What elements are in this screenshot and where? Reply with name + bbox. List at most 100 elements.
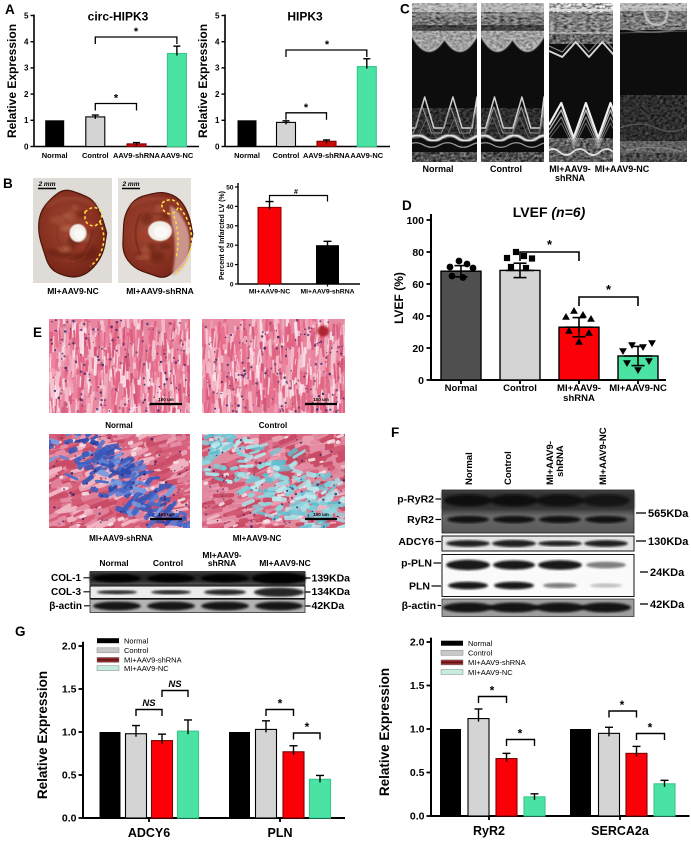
svg-text:20: 20 [226, 243, 234, 250]
svg-text:MI+AAV9-shRNA: MI+AAV9-shRNA [300, 289, 354, 296]
svg-text:p-RyR2: p-RyR2 [397, 494, 434, 506]
svg-text:Control: Control [153, 558, 183, 568]
svg-text:LVEF (%): LVEF (%) [392, 272, 406, 324]
svg-text:ADCY6: ADCY6 [398, 536, 434, 548]
svg-text:*: * [114, 93, 119, 105]
svg-text:*: * [518, 727, 523, 741]
svg-text:COL-3: COL-3 [51, 587, 81, 598]
svg-text:PLN: PLN [409, 581, 430, 593]
svg-text:134KDa: 134KDa [312, 586, 351, 598]
svg-text:p-PLN: p-PLN [401, 558, 432, 570]
svg-text:0: 0 [230, 282, 234, 289]
svg-text:AAV9-NC: AAV9-NC [161, 151, 194, 160]
svg-text:*: * [547, 237, 553, 252]
svg-text:Control: Control [490, 164, 522, 174]
svg-text:HIPK3: HIPK3 [287, 10, 323, 24]
svg-text:MI+AAV9-NC: MI+AAV9-NC [249, 289, 290, 296]
svg-text:Relative Expression: Relative Expression [5, 24, 19, 138]
svg-text:0: 0 [24, 142, 29, 151]
svg-text:4: 4 [215, 38, 220, 47]
svg-text:1.0: 1.0 [410, 724, 425, 736]
svg-text:Control: Control [468, 649, 493, 658]
svg-text:Normal: Normal [464, 452, 475, 485]
svg-text:MI+AAV9-shRNA: MI+AAV9-shRNA [126, 286, 194, 296]
svg-text:MI+AAV9-: MI+AAV9- [557, 383, 601, 394]
svg-text:SERCA2a: SERCA2a [591, 824, 650, 838]
svg-text:5: 5 [215, 11, 220, 20]
svg-text:*: * [304, 102, 309, 114]
svg-text:*: * [648, 721, 653, 735]
svg-text:AAV9-NC: AAV9-NC [350, 151, 383, 160]
svg-text:PLN: PLN [268, 826, 293, 840]
svg-text:NS: NS [142, 698, 156, 709]
svg-text:139KDa: 139KDa [312, 573, 351, 585]
svg-text:20: 20 [412, 343, 424, 355]
svg-text:Normal: Normal [445, 383, 478, 394]
svg-text:1: 1 [24, 116, 29, 125]
svg-text:24KDa: 24KDa [650, 567, 685, 579]
svg-text:40: 40 [412, 311, 424, 323]
svg-text:*: * [134, 26, 139, 38]
svg-text:E: E [33, 325, 42, 340]
svg-text:Relative Expression: Relative Expression [196, 24, 210, 138]
svg-text:MI+AAV9-shRNA: MI+AAV9-shRNA [89, 534, 153, 543]
svg-text:1.5: 1.5 [62, 684, 77, 696]
svg-text:Control: Control [503, 451, 514, 485]
svg-text:MI+AAV9-: MI+AAV9- [202, 550, 241, 560]
svg-text:Normal: Normal [234, 151, 260, 160]
svg-text:*: * [490, 684, 495, 698]
svg-text:3: 3 [215, 64, 220, 73]
svg-text:F: F [391, 425, 399, 440]
svg-text:MI+AAV9-NC: MI+AAV9-NC [598, 427, 609, 485]
svg-text:2: 2 [215, 90, 220, 99]
svg-text:Normal: Normal [42, 151, 68, 160]
svg-text:Normal: Normal [468, 639, 493, 648]
svg-text:0.0: 0.0 [62, 813, 77, 825]
svg-text:1: 1 [215, 116, 220, 125]
svg-text:Percent of Infarcted LV (%): Percent of Infarcted LV (%) [219, 191, 226, 280]
svg-text:Control: Control [82, 151, 109, 160]
svg-text:0: 0 [215, 142, 220, 151]
svg-text:5: 5 [24, 11, 29, 20]
svg-text:3: 3 [24, 64, 29, 73]
svg-text:circ-HIPK3: circ-HIPK3 [88, 10, 149, 24]
svg-text:2: 2 [24, 90, 29, 99]
svg-text:MI+AAV9-NC: MI+AAV9-NC [233, 534, 282, 543]
svg-text:*: * [620, 698, 625, 712]
svg-text:β-actin: β-actin [402, 600, 436, 612]
svg-text:*: * [325, 39, 330, 51]
svg-text:2.0: 2.0 [62, 641, 77, 653]
svg-text:42KDa: 42KDa [650, 599, 685, 611]
svg-text:Normal: Normal [99, 558, 128, 568]
svg-text:AAV9-shRNA: AAV9-shRNA [303, 151, 351, 160]
svg-text:*: * [606, 282, 612, 297]
svg-text:130KDa: 130KDa [648, 536, 689, 548]
svg-text:MI+AAV9-: MI+AAV9- [549, 164, 591, 174]
svg-text:COL-1: COL-1 [51, 573, 81, 584]
svg-text:LVEF (n=6): LVEF (n=6) [513, 204, 586, 220]
svg-text:100 um: 100 um [313, 512, 329, 517]
svg-text:565KDa: 565KDa [648, 508, 689, 520]
svg-text:Relative Expression: Relative Expression [35, 671, 50, 799]
svg-text:MI+AAV9-: MI+AAV9- [545, 441, 556, 485]
svg-text:100: 100 [406, 215, 424, 227]
svg-text:Control: Control [503, 383, 537, 394]
svg-text:0.0: 0.0 [410, 811, 425, 823]
svg-text:RyR2: RyR2 [407, 514, 434, 526]
svg-text:80: 80 [412, 247, 424, 259]
svg-text:0.5: 0.5 [410, 767, 425, 779]
svg-text:30: 30 [226, 223, 234, 230]
svg-text:B: B [3, 176, 13, 191]
svg-text:0.5: 0.5 [62, 770, 77, 782]
svg-text:MI+AAV9-NC: MI+AAV9-NC [595, 164, 650, 174]
svg-text:MI+AAV9-NC: MI+AAV9-NC [124, 664, 169, 673]
svg-text:Normal: Normal [124, 637, 149, 646]
svg-text:Relative Expression: Relative Expression [377, 668, 392, 796]
svg-text:MI+AAV9-NC: MI+AAV9-NC [259, 558, 311, 568]
svg-text:Normal: Normal [105, 421, 133, 430]
svg-text:10: 10 [226, 262, 234, 269]
svg-text:0: 0 [418, 375, 424, 387]
svg-text:Control: Control [273, 151, 300, 160]
svg-text:MI+AAV9-NC: MI+AAV9-NC [47, 286, 99, 296]
svg-text:β-actin: β-actin [49, 601, 82, 612]
